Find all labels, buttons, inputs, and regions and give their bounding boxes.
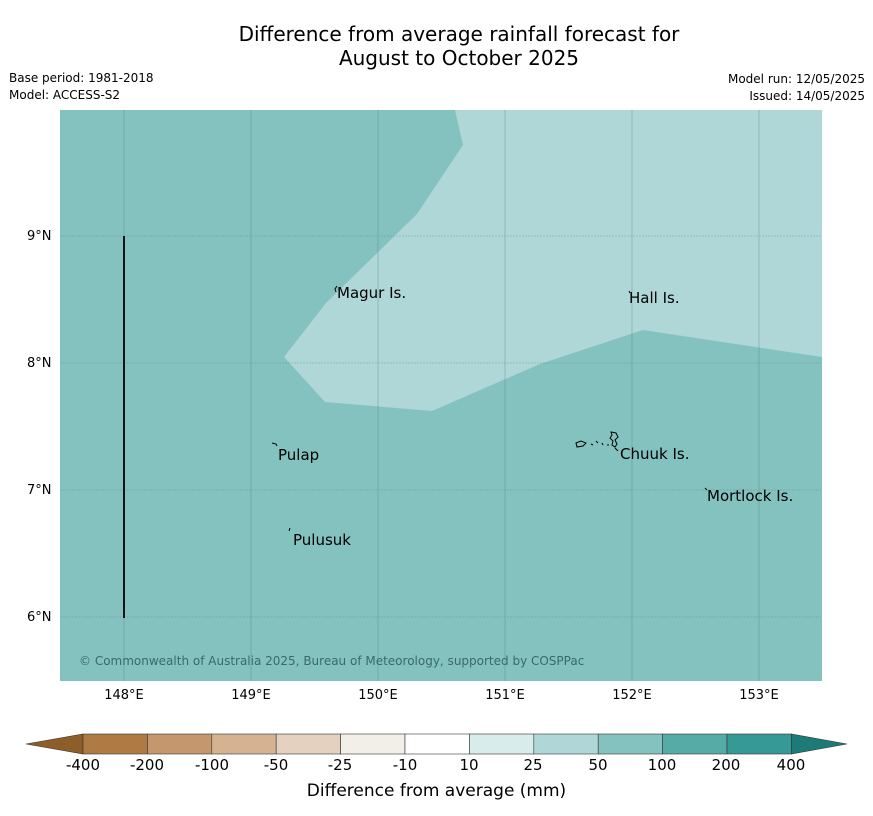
colorbar-label: 200	[711, 756, 741, 774]
colorbar-label: 10	[459, 756, 479, 774]
place-label-mortlock: Mortlock Is.	[707, 487, 794, 505]
island-outlines	[271, 285, 708, 532]
colorbar-label: -25	[327, 756, 353, 774]
island-pulusuk	[288, 527, 291, 532]
colorbar-segment	[404, 733, 470, 755]
y-tick-9n: 9°N	[27, 229, 52, 244]
title-line-1: Difference from average rainfall forecas…	[238, 22, 680, 46]
colorbar-label: -200	[129, 756, 165, 774]
place-label-chuuk: Chuuk Is.	[620, 445, 690, 463]
colorbar-segment	[147, 733, 213, 755]
colorbar-segment	[533, 733, 599, 755]
x-tick-148: 148°E	[104, 688, 144, 703]
map-area: © Commonwealth of Australia 2025, Bureau…	[60, 110, 822, 681]
y-tick-8n: 8°N	[27, 356, 52, 371]
place-label-hall: Hall Is.	[629, 289, 680, 307]
colorbar-segment	[726, 733, 792, 755]
colorbar-segment	[597, 733, 663, 755]
map-svg	[60, 110, 822, 681]
x-tick-152: 152°E	[612, 688, 652, 703]
x-tick-153: 153°E	[739, 688, 779, 703]
island-hall	[628, 290, 631, 294]
colorbar-title: Difference from average (mm)	[306, 781, 567, 801]
base-period: Base period: 1981-2018	[9, 71, 154, 85]
y-tick-6n: 6°N	[27, 610, 52, 625]
model-name: Model: ACCESS-S2	[9, 88, 121, 102]
x-tick-149: 149°E	[231, 688, 271, 703]
colorbar-label: 400	[776, 756, 806, 774]
island-mortlock	[704, 487, 708, 491]
anomaly-region-light	[284, 110, 822, 411]
meta-right: Model run: 12/05/2025 Issued: 14/05/2025	[728, 71, 865, 105]
colorbar-segment	[275, 733, 341, 755]
colorbar-segment	[662, 733, 728, 755]
gridlines	[60, 110, 822, 681]
copyright-notice: © Commonwealth of Australia 2025, Bureau…	[79, 654, 585, 668]
x-tick-151: 151°E	[485, 688, 525, 703]
island-pulap	[271, 442, 278, 447]
colorbar-label: -400	[65, 756, 101, 774]
colorbar-label: 50	[588, 756, 608, 774]
title-line-2: August to October 2025	[338, 46, 580, 70]
colorbar-segment	[340, 733, 406, 755]
colorbar-segment	[211, 733, 277, 755]
colorbar-label: -50	[263, 756, 289, 774]
colorbar-extend-low	[25, 733, 84, 755]
issued-date: Issued: 14/05/2025	[749, 89, 865, 103]
colorbar-label: 25	[523, 756, 543, 774]
model-run: Model run: 12/05/2025	[727, 72, 865, 86]
island-chuuk	[575, 431, 619, 452]
colorbar-segment	[82, 733, 148, 755]
place-label-magur: Magur Is.	[337, 284, 407, 302]
meta-left: Base period: 1981-2018 Model: ACCESS-S2	[9, 70, 154, 104]
colorbar	[25, 733, 848, 755]
place-label-pulap: Pulap	[278, 446, 320, 464]
y-tick-7n: 7°N	[27, 483, 52, 498]
place-label-pulusuk: Pulusuk	[293, 531, 351, 549]
colorbar-label: -10	[392, 756, 418, 774]
colorbar-label: 100	[647, 756, 677, 774]
map-title: Difference from average rainfall forecas…	[0, 22, 873, 70]
island-magur	[334, 285, 338, 293]
colorbar-label: -100	[194, 756, 230, 774]
colorbar-segment	[469, 733, 535, 755]
colorbar-extend-high	[791, 733, 848, 755]
x-tick-150: 150°E	[358, 688, 398, 703]
